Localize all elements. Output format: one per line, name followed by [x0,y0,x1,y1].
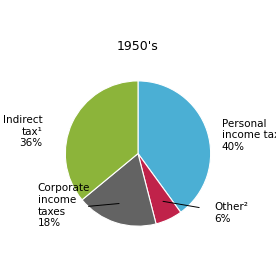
Wedge shape [65,81,138,200]
Wedge shape [138,153,181,224]
Text: Corporate
income
taxes
18%: Corporate income taxes 18% [38,184,90,228]
Title: 1950's: 1950's [117,40,159,53]
Wedge shape [82,153,156,226]
Text: Other²
6%: Other² 6% [214,202,248,224]
Wedge shape [138,81,211,212]
Text: Personal
income tax
40%: Personal income tax 40% [222,119,276,152]
Text: Indirect
tax¹
36%: Indirect tax¹ 36% [2,115,42,148]
